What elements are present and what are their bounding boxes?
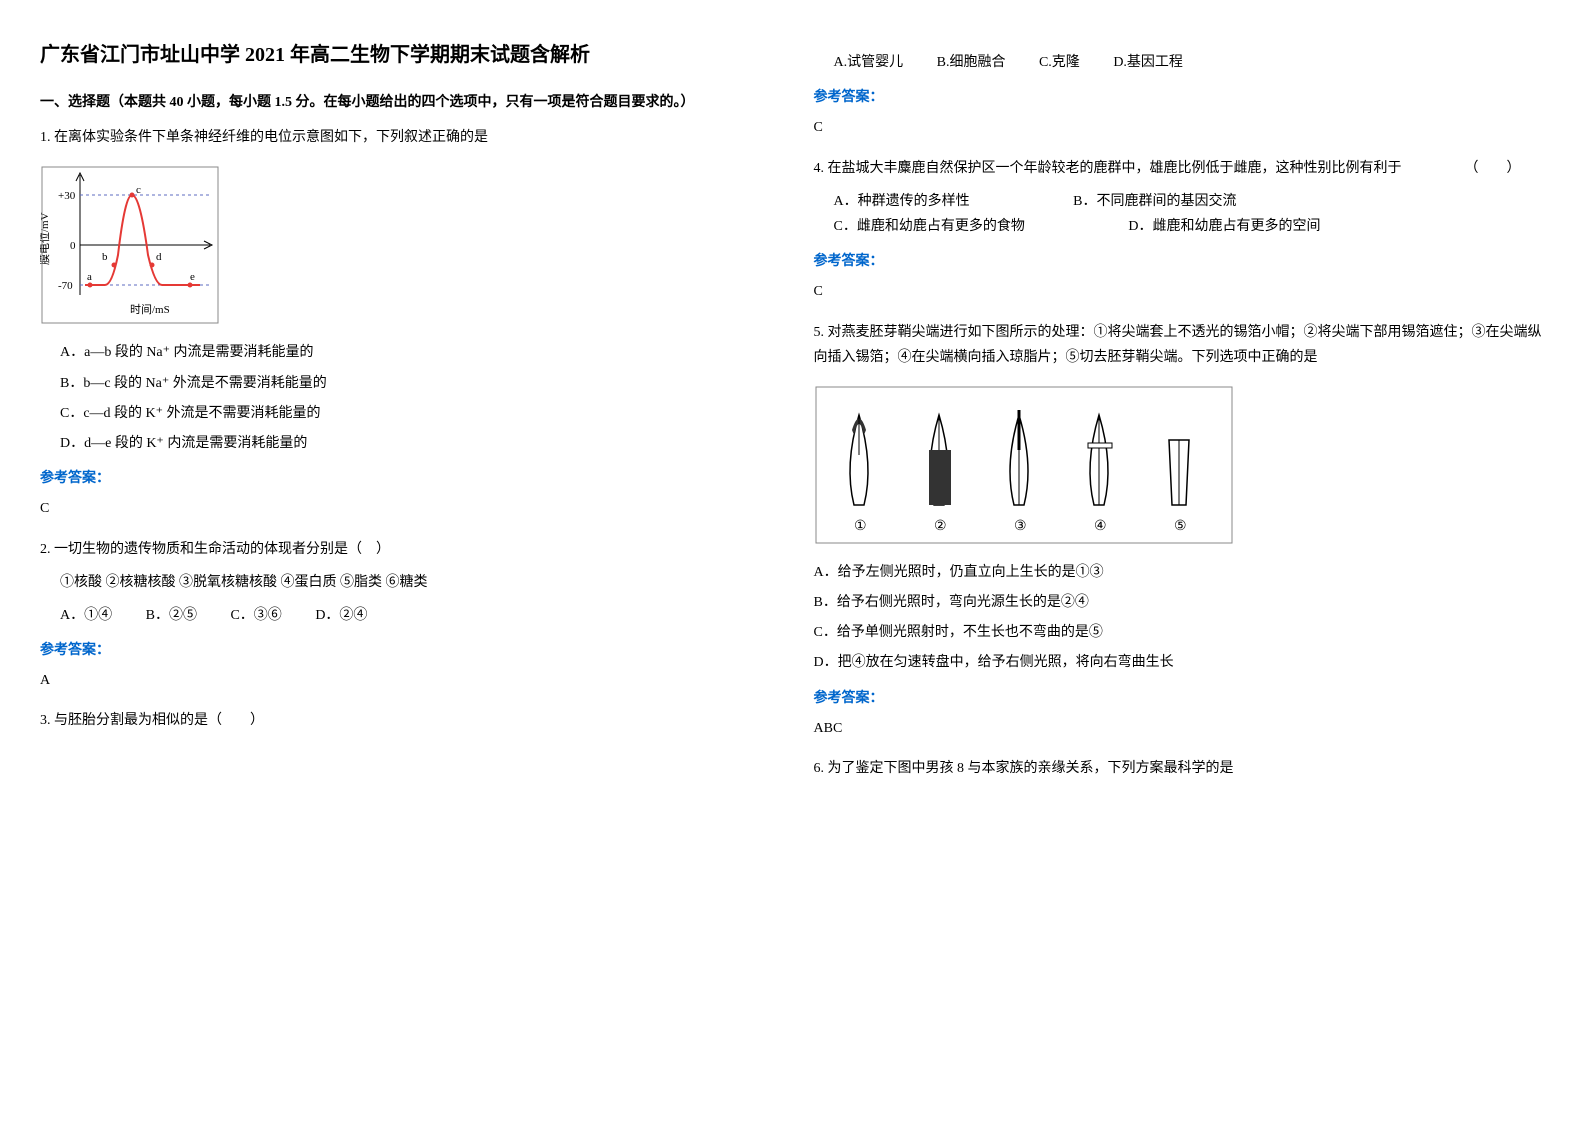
q5-option-a: A．给予左侧光照时，仍直立向上生长的是①③ [814,560,1548,585]
q4-options-row2: C．雌鹿和幼鹿占有更多的食物 D．雌鹿和幼鹿占有更多的空间 [834,214,1548,239]
q4-option-a: A．种群遗传的多样性 [834,189,970,214]
svg-text:②: ② [934,519,947,534]
question-1: 1. 在离体实验条件下单条神经纤维的电位示意图如下，下列叙述正确的是 +30 0… [40,125,774,521]
svg-text:时间/mS: 时间/mS [130,303,170,316]
svg-text:d: d [156,251,162,263]
svg-text:+30: +30 [58,190,76,202]
q1-answer-label: 参考答案： [40,466,774,491]
q4-option-c: C．雌鹿和幼鹿占有更多的食物 [834,214,1025,239]
q3-option-a: A.试管婴儿 [834,50,904,75]
q4-option-b: B．不同鹿群间的基因交流 [1073,189,1236,214]
q3-answer: C [814,115,1548,140]
svg-text:⑤: ⑤ [1174,519,1187,534]
q2-option-b: B．②⑤ [146,603,197,628]
q2-text: 2. 一切生物的遗传物质和生命活动的体现者分别是（ ） [40,537,774,562]
q1-option-c: C．c—d 段的 K⁺ 外流是不需要消耗能量的 [60,401,774,426]
q2-option-c: C．③⑥ [230,603,281,628]
q4-text: 4. 在盐城大丰麋鹿自然保护区一个年龄较老的鹿群中，雄鹿比例低于雌鹿，这种性别比… [814,156,1548,181]
svg-text:-70: -70 [58,280,73,292]
svg-text:④: ④ [1094,519,1107,534]
q2-answer: A [40,668,774,693]
svg-text:c: c [136,184,141,196]
q5-text: 5. 对燕麦胚芽鞘尖端进行如下图所示的处理：①将尖端套上不透光的锡箔小帽；②将尖… [814,320,1548,370]
q4-option-d: D．雌鹿和幼鹿占有更多的空间 [1128,214,1320,239]
svg-text:b: b [102,251,108,263]
exam-title: 广东省江门市址山中学 2021 年高二生物下学期期末试题含解析 [40,40,774,70]
question-4: 4. 在盐城大丰麋鹿自然保护区一个年龄较老的鹿群中，雄鹿比例低于雌鹿，这种性别比… [814,156,1548,305]
q5-option-b: B．给予右侧光照时，弯向光源生长的是②④ [814,590,1548,615]
q1-option-b: B．b—c 段的 Na⁺ 外流是不需要消耗能量的 [60,371,774,396]
q2-choices-line: ①核酸 ②核糖核酸 ③脱氧核糖核酸 ④蛋白质 ⑤脂类 ⑥糖类 [60,570,774,595]
q3-option-c: C.克隆 [1039,50,1080,75]
q5-option-c: C．给予单侧光照射时，不生长也不弯曲的是⑤ [814,620,1548,645]
svg-text:e: e [190,271,195,283]
q3-text: 3. 与胚胎分割最为相似的是（ ） [40,708,774,733]
q3-option-b: B.细胞融合 [937,50,1006,75]
q5-answer: ABC [814,716,1548,741]
q4-answer-label: 参考答案： [814,249,1548,274]
svg-text:①: ① [854,519,867,534]
q3-option-d: D.基因工程 [1113,50,1183,75]
q1-answer: C [40,496,774,521]
question-3-stem: 3. 与胚胎分割最为相似的是（ ） [40,708,774,733]
question-3-rest: A.试管婴儿 B.细胞融合 C.克隆 D.基因工程 参考答案： C [814,50,1548,141]
q5-diagram: ① ② ③ ④ ⑤ [814,385,1234,545]
q5-answer-label: 参考答案： [814,686,1548,711]
q2-options: A．①④ B．②⑤ C．③⑥ D．②④ [60,603,774,628]
question-6: 6. 为了鉴定下图中男孩 8 与本家族的亲缘关系，下列方案最科学的是 [814,756,1548,781]
question-2: 2. 一切生物的遗传物质和生命活动的体现者分别是（ ） ①核酸 ②核糖核酸 ③脱… [40,537,774,694]
left-column: 广东省江门市址山中学 2021 年高二生物下学期期末试题含解析 一、选择题（本题… [40,40,774,791]
q3-options: A.试管婴儿 B.细胞融合 C.克隆 D.基因工程 [834,50,1548,75]
q4-answer: C [814,279,1548,304]
svg-text:a: a [87,271,92,283]
q2-option-d: D．②④ [315,603,367,628]
right-column: A.试管婴儿 B.细胞融合 C.克隆 D.基因工程 参考答案： C 4. 在盐城… [814,40,1548,791]
q2-answer-label: 参考答案： [40,638,774,663]
section-1-header: 一、选择题（本题共 40 小题，每小题 1.5 分。在每小题给出的四个选项中，只… [40,90,774,115]
q1-option-a: A．a—b 段的 Na⁺ 内流是需要消耗能量的 [60,340,774,365]
q4-options-row1: A．种群遗传的多样性 B．不同鹿群间的基因交流 [834,189,1548,214]
q2-option-a: A．①④ [60,603,112,628]
q3-answer-label: 参考答案： [814,85,1548,110]
question-5: 5. 对燕麦胚芽鞘尖端进行如下图所示的处理：①将尖端套上不透光的锡箔小帽；②将尖… [814,320,1548,742]
q6-text: 6. 为了鉴定下图中男孩 8 与本家族的亲缘关系，下列方案最科学的是 [814,756,1548,781]
q1-graph: +30 0 -70 膜电位/mV 时间/mS a b c d [40,165,220,325]
q5-option-d: D．把④放在匀速转盘中，给予右侧光照，将向右弯曲生长 [814,650,1548,675]
q1-text: 1. 在离体实验条件下单条神经纤维的电位示意图如下，下列叙述正确的是 [40,125,774,150]
svg-text:③: ③ [1014,519,1027,534]
q1-option-d: D．d—e 段的 K⁺ 内流是需要消耗能量的 [60,431,774,456]
svg-text:0: 0 [70,240,76,252]
